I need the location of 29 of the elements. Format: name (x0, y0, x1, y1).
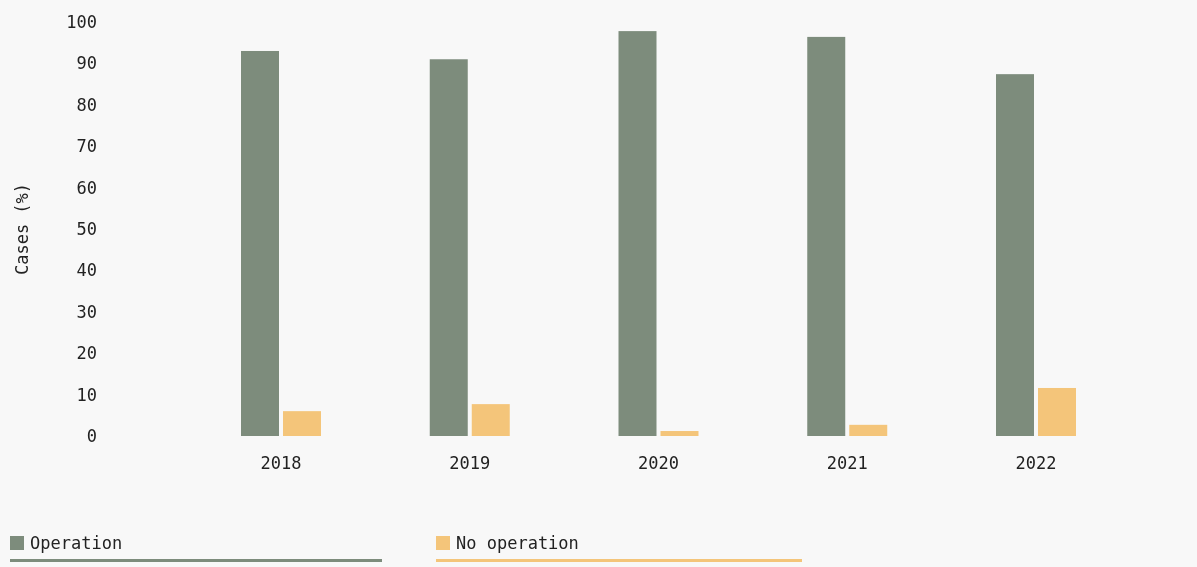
y-tick-label: 60 (76, 177, 97, 198)
legend-label: No operation (456, 533, 579, 553)
y-tick-label: 30 (76, 301, 97, 322)
y-tick-label: 80 (76, 94, 97, 115)
bar (618, 31, 657, 436)
y-tick-label: 10 (76, 384, 97, 405)
bar (283, 411, 321, 436)
y-axis-title: Cases (%) (12, 182, 32, 276)
y-tick-label: 40 (76, 260, 97, 281)
bar (807, 36, 846, 436)
bar (471, 404, 510, 436)
legend-label: Operation (30, 533, 123, 553)
x-tick-label: 2021 (826, 453, 868, 474)
bar (660, 431, 699, 436)
y-tick-label: 20 (76, 343, 97, 364)
bar (1038, 387, 1076, 436)
y-tick-label: 100 (66, 11, 97, 32)
bar (241, 50, 279, 436)
y-tick-label: 70 (76, 136, 97, 157)
x-tick-label: 2019 (449, 453, 491, 474)
x-tick-label: 2020 (638, 453, 679, 474)
bar (429, 59, 468, 436)
bar (849, 424, 888, 436)
y-tick-label: 90 (76, 53, 97, 74)
y-tick-label: 50 (76, 218, 97, 239)
x-tick-label: 2022 (1015, 453, 1057, 474)
x-tick-label: 2018 (260, 453, 302, 474)
bar (996, 74, 1034, 436)
y-tick-label: 0 (86, 425, 97, 446)
